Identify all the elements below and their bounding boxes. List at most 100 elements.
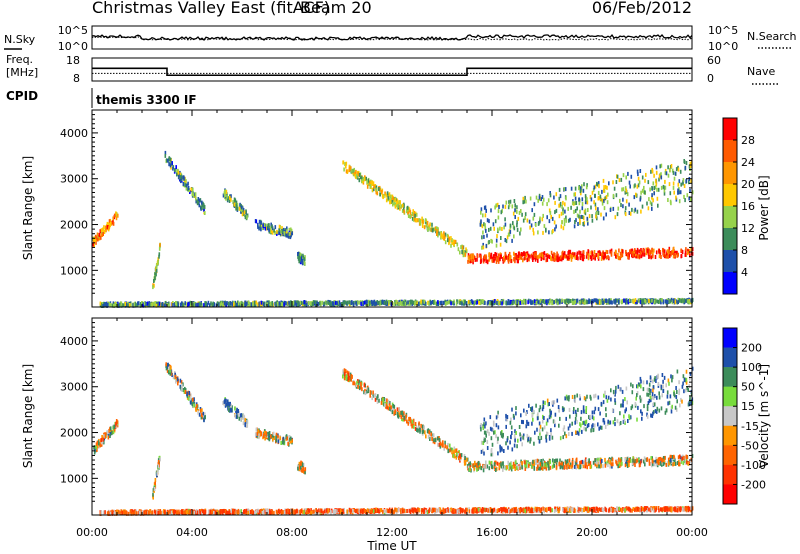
scatter-cell <box>569 299 572 304</box>
scatter-cell <box>446 300 448 305</box>
scatter-cell <box>511 238 513 243</box>
scatter-cell <box>486 233 488 238</box>
scatter-cell <box>551 508 554 513</box>
scatter-cell <box>169 157 172 162</box>
scatter-cell <box>488 252 491 257</box>
scatter-cell <box>255 300 258 305</box>
scatter-cell <box>629 249 631 254</box>
scatter-cell <box>668 246 671 251</box>
scatter-cell <box>210 301 212 306</box>
scatter-cell <box>222 193 225 198</box>
scatter-cell <box>193 403 195 408</box>
scatter-cell <box>192 187 194 192</box>
power-panel-frame <box>91 109 693 308</box>
scatter-cell <box>289 439 292 444</box>
colorbar-tick-label: 28 <box>741 134 755 147</box>
scatter-cell <box>497 256 499 261</box>
scatter-cell <box>512 508 515 512</box>
scatter-cell <box>390 199 393 204</box>
scatter-cell <box>502 204 504 209</box>
scatter-cell <box>526 251 529 256</box>
scatter-cell <box>102 303 105 308</box>
scatter-cell <box>509 299 512 304</box>
scatter-cell <box>508 251 511 256</box>
scatter-cell <box>579 186 582 191</box>
scatter-cell <box>643 185 645 190</box>
scatter-cell <box>605 249 608 254</box>
scatter-cell <box>356 508 359 513</box>
scatter-cell <box>233 302 235 307</box>
scatter-cell <box>666 506 668 511</box>
scatter-cell <box>642 299 645 304</box>
scatter-cell <box>435 509 438 514</box>
scatter-cell <box>680 506 682 511</box>
scatter-cell <box>514 208 516 213</box>
scatter-cell <box>212 301 214 306</box>
scatter-cell <box>465 247 467 252</box>
scatter-cell <box>470 253 473 258</box>
scatter-cell <box>144 510 147 515</box>
scatter-cell <box>677 297 680 302</box>
scatter-cell <box>448 239 450 244</box>
scatter-cell <box>159 243 161 248</box>
scatter-cell <box>310 508 312 513</box>
scatter-cell <box>273 510 275 515</box>
scatter-cell <box>383 300 386 305</box>
scatter-cell <box>225 510 228 515</box>
scatter-cell <box>361 179 363 184</box>
scatter-cell <box>355 301 358 306</box>
scatter-cell <box>516 220 518 225</box>
scatter-cell <box>629 211 632 216</box>
scatter-cell <box>268 437 271 442</box>
scatter-cell <box>545 228 547 233</box>
scatter-cell <box>587 300 589 305</box>
scatter-cell <box>483 255 486 260</box>
scatter-cell <box>280 441 282 445</box>
scatter-cell <box>297 254 300 259</box>
scatter-cell <box>105 302 107 307</box>
scatter-cell <box>536 508 538 513</box>
scatter-cell <box>286 229 288 234</box>
scatter-cell <box>494 299 496 303</box>
power-scatter-layer <box>92 150 694 308</box>
scatter-cell <box>220 509 222 514</box>
scatter-cell <box>447 238 449 243</box>
scatter-cell <box>191 402 194 407</box>
scatter-cell <box>154 510 157 515</box>
scatter-cell <box>121 303 123 308</box>
scatter-cell <box>512 221 514 226</box>
scatter-cell <box>408 206 410 211</box>
nave-label: Nave <box>747 65 775 78</box>
scatter-cell <box>542 230 544 235</box>
scatter-cell <box>636 251 639 256</box>
scatter-cell <box>528 257 530 262</box>
scatter-band-near-range <box>99 297 694 308</box>
scatter-cell <box>652 298 654 303</box>
cpid-label: CPID <box>6 89 38 103</box>
scatter-cell <box>415 301 418 306</box>
scatter-cell <box>265 432 268 437</box>
scatter-cell <box>597 211 600 215</box>
scatter-cell <box>366 299 368 304</box>
scatter-cell <box>449 299 451 304</box>
scatter-cell <box>219 303 222 308</box>
scatter-cell <box>487 508 490 513</box>
scatter-cell <box>307 508 310 513</box>
scatter-cell <box>154 301 156 306</box>
scatter-cell <box>330 510 332 515</box>
scatter-cell <box>109 303 112 307</box>
scatter-cell <box>320 300 322 305</box>
scatter-cell <box>627 171 629 176</box>
scatter-cell <box>614 215 617 220</box>
scatter-cell <box>167 158 169 163</box>
scatter-cell <box>601 201 604 206</box>
scatter-cell <box>421 216 423 221</box>
scatter-cell <box>103 225 105 230</box>
scatter-cell <box>398 301 400 306</box>
scatter-cell <box>97 235 99 239</box>
scatter-cell <box>274 230 276 235</box>
scatter-cell <box>570 205 572 210</box>
scatter-cell <box>489 301 491 306</box>
scatter-cell <box>283 439 285 444</box>
scatter-cell <box>282 510 284 515</box>
